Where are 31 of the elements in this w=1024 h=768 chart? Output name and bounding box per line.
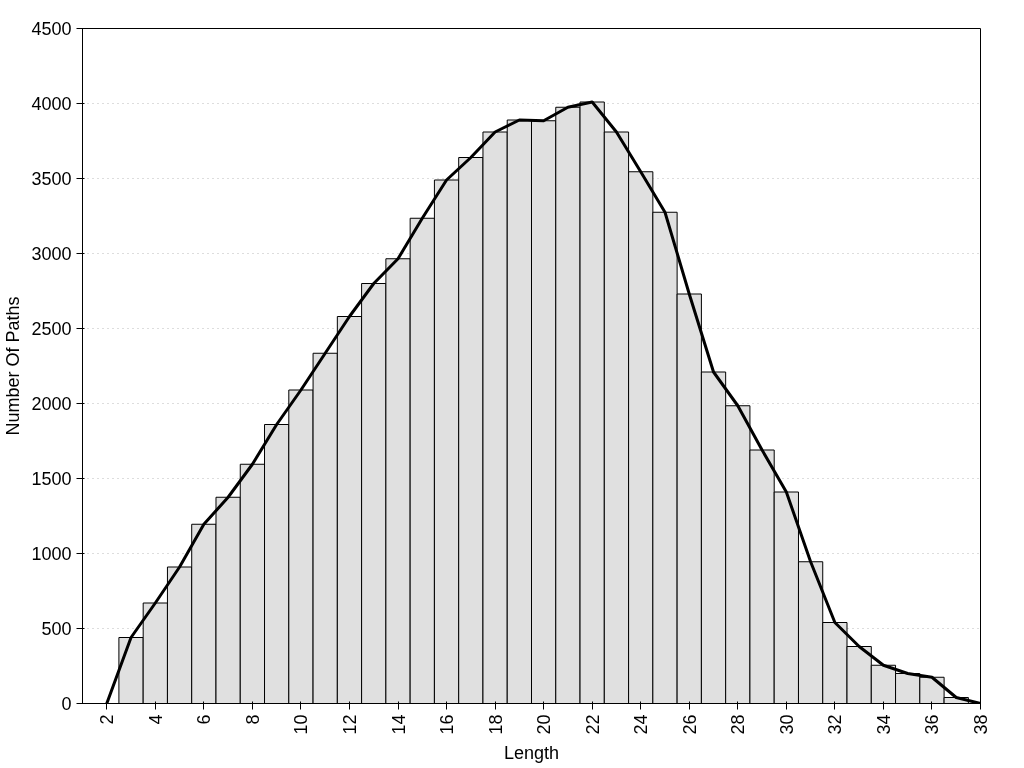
x-tick-label: 10 xyxy=(291,714,312,735)
x-tick-label: 28 xyxy=(728,714,749,735)
x-tick-label: 30 xyxy=(776,714,797,735)
x-tick-label: 38 xyxy=(971,714,991,735)
x-tick-label: 6 xyxy=(194,714,215,725)
y-axis-title: Number Of Paths xyxy=(3,296,24,436)
y-tick-label: 2000 xyxy=(31,394,72,414)
x-tick-label: 32 xyxy=(825,714,846,735)
x-tick-label: 20 xyxy=(534,714,555,735)
x-tick-label: 12 xyxy=(339,714,360,735)
y-tick-label: 4000 xyxy=(31,94,72,114)
y-tick-label: 0 xyxy=(61,694,72,714)
y-tick-label: 1000 xyxy=(31,544,72,564)
y-tick-label: 3500 xyxy=(31,169,72,189)
x-tick-label: 22 xyxy=(582,714,603,735)
x-tick-label: 8 xyxy=(242,714,263,725)
x-tick-label: 18 xyxy=(485,714,506,735)
x-tick-label: 34 xyxy=(873,714,894,735)
x-tick-label: 16 xyxy=(437,714,458,735)
x-axis-title: Length xyxy=(503,742,560,763)
y-tick-label: 3000 xyxy=(31,244,72,264)
x-tick-label: 14 xyxy=(388,714,409,735)
y-tick-label: 500 xyxy=(41,619,72,639)
y-tick-label: 1500 xyxy=(31,469,72,489)
y-tick-label: 2500 xyxy=(31,319,72,339)
x-tick-label: 24 xyxy=(631,714,652,735)
x-tick-label: 36 xyxy=(922,714,943,735)
x-tick-label: 26 xyxy=(679,714,700,735)
y-tick-label: 4500 xyxy=(31,19,72,39)
x-tick-label: 2 xyxy=(97,714,118,725)
x-tick-label: 4 xyxy=(145,714,166,725)
